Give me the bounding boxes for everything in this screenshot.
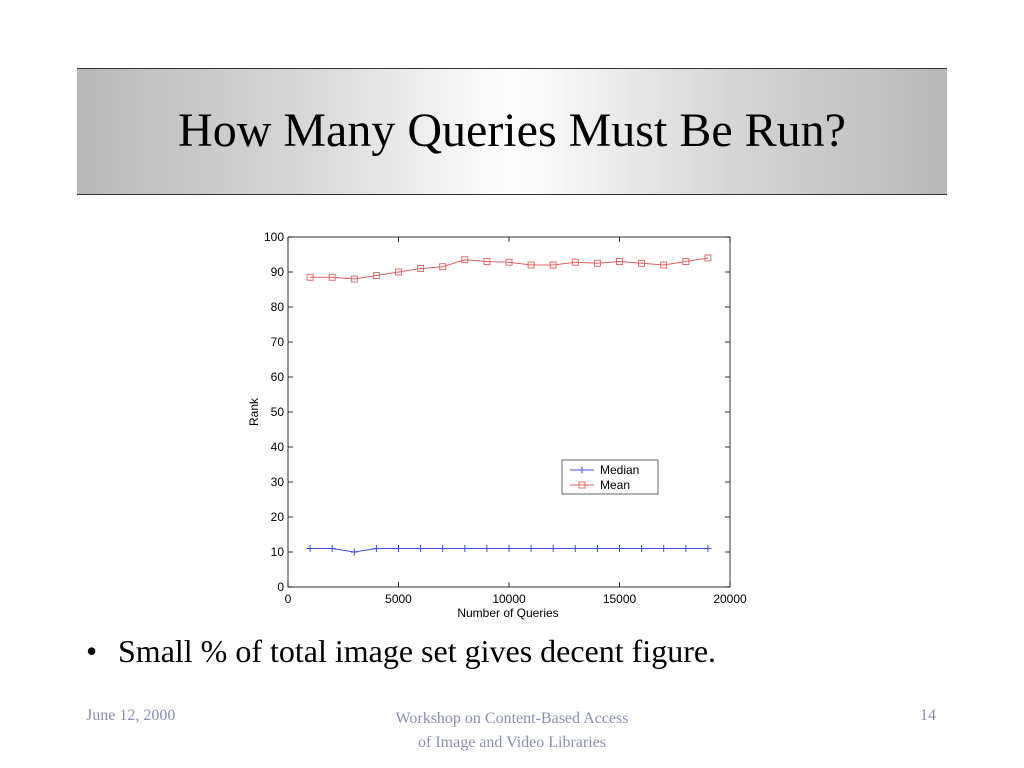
mean-point	[660, 261, 668, 269]
slide-title: How Many Queries Must Be Run?	[178, 104, 846, 157]
mean-point	[571, 258, 579, 266]
y-tick-label: 0	[277, 580, 284, 594]
y-axis-label: Rank	[247, 397, 261, 426]
median-point	[350, 548, 358, 556]
median-point	[527, 545, 535, 552]
y-tick-label: 80	[271, 300, 285, 314]
y-tick-label: 50	[271, 405, 285, 419]
bullet-text: Small % of total image set gives decent …	[118, 633, 717, 669]
mean-point	[593, 259, 601, 267]
y-tick-label: 20	[271, 510, 285, 524]
median-point	[638, 545, 646, 552]
median-point	[704, 545, 712, 552]
y-tick-label: 40	[271, 440, 285, 454]
mean-point	[395, 268, 402, 276]
mean-point	[328, 273, 336, 281]
y-axis: 0 10 20 30 40 50 60 70 80 90 100	[264, 230, 730, 594]
y-tick-label: 90	[271, 265, 285, 279]
median-point	[505, 545, 513, 552]
median-point	[372, 545, 380, 552]
footer-center-line2: of Image and Video Libraries	[417, 734, 606, 751]
mean-legend-marker	[578, 481, 586, 489]
legend-box	[561, 459, 659, 495]
y-tick-label: 60	[271, 370, 285, 384]
median-point	[682, 545, 690, 552]
mean-point	[505, 258, 513, 266]
median-point	[593, 545, 601, 552]
mean-point	[372, 272, 380, 279]
median-point	[417, 545, 425, 552]
mean-point	[616, 258, 623, 265]
x-tick-label: 5000	[385, 592, 412, 606]
mean-series-line	[310, 257, 708, 280]
footer-date: June 12, 2000	[86, 707, 176, 724]
mean-point	[483, 258, 491, 265]
bullet-icon: •	[86, 633, 98, 669]
median-point	[616, 545, 623, 552]
footer-center-line1: Workshop on Content-Based Access	[395, 710, 629, 727]
median-legend-marker	[578, 466, 586, 474]
mean-point	[527, 261, 535, 269]
median-legend-label: Median	[600, 463, 639, 477]
mean-point	[704, 254, 712, 262]
x-tick-label: 15000	[603, 592, 637, 606]
title-band: How Many Queries Must Be Run?	[77, 68, 947, 195]
mean-point	[549, 261, 557, 269]
mean-point	[350, 275, 358, 283]
median-point	[660, 545, 668, 552]
mean-point	[306, 273, 314, 281]
series-layer	[306, 254, 712, 556]
rank-chart: 0 5000 10000 15000 20000 0 10 20 30 40 50 60 70 80 90…	[247, 230, 747, 620]
median-point	[439, 545, 447, 552]
mean-point	[682, 258, 690, 265]
plot-area	[287, 236, 731, 588]
mean-point	[417, 265, 425, 272]
median-point	[306, 545, 314, 552]
median-point	[395, 545, 402, 552]
mean-point	[461, 256, 469, 264]
mean-point	[638, 259, 646, 267]
median-point	[571, 545, 579, 552]
x-axis: 0 5000 10000 15000 20000	[285, 237, 747, 606]
y-tick-label: 30	[271, 475, 285, 489]
median-point	[461, 545, 469, 552]
x-tick-label: 0	[285, 592, 292, 606]
x-tick-label: 20000	[713, 592, 747, 606]
y-tick-label: 10	[271, 545, 285, 559]
y-tick-label: 100	[264, 230, 284, 244]
bullet-point: • Small % of total image set gives decen…	[86, 633, 716, 670]
median-point	[483, 545, 491, 552]
mean-legend-label: Mean	[600, 478, 630, 492]
y-tick-label: 70	[271, 335, 285, 349]
median-point	[549, 545, 557, 552]
median-point	[328, 545, 336, 552]
page-number: 14	[920, 707, 936, 724]
footer-center: Workshop on Content-Based Access of Imag…	[352, 707, 672, 755]
x-tick-label: 10000	[492, 592, 526, 606]
x-axis-label: Number of Queries	[457, 606, 558, 620]
mean-point	[439, 263, 447, 271]
